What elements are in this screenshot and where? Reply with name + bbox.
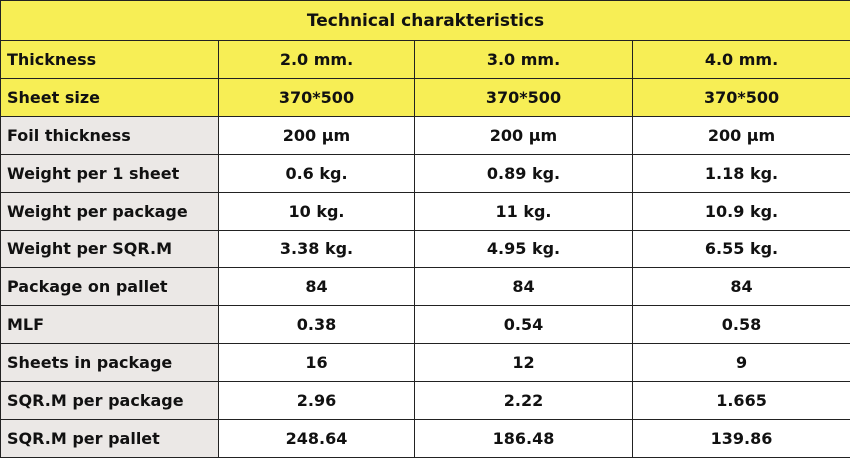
cell: 248.64	[218, 419, 415, 458]
row-label: Package on pallet	[0, 267, 219, 307]
cell: 0.6 kg.	[218, 153, 415, 193]
cell: 1.18 kg.	[631, 153, 850, 193]
title-row: Technical charakteristics	[0, 0, 850, 41]
table-row: Weight per package 10 kg. 11 kg. 10.9 kg.	[0, 191, 850, 231]
row-label: Foil thickness	[0, 115, 219, 155]
row-label: Weight per 1 sheet	[0, 153, 219, 193]
cell: 84	[631, 267, 850, 307]
cell: 4.95 kg.	[414, 229, 633, 269]
cell: 12	[414, 343, 633, 383]
cell: 2.0 mm.	[218, 40, 415, 79]
table-row: Thickness 2.0 mm. 3.0 mm. 4.0 mm.	[0, 40, 850, 79]
cell: 10.9 kg.	[631, 191, 850, 231]
cell: 4.0 mm.	[631, 40, 850, 79]
row-label: Weight per package	[0, 191, 219, 231]
row-label: SQR.M per package	[0, 381, 219, 421]
cell: 0.38	[218, 305, 415, 345]
table-row: Sheets in package 16 12 9	[0, 343, 850, 383]
cell: 84	[414, 267, 633, 307]
row-label: SQR.M per pallet	[0, 419, 219, 458]
row-label: Sheets in package	[0, 343, 219, 383]
cell: 2.96	[218, 381, 415, 421]
table-row: Weight per 1 sheet 0.6 kg. 0.89 kg. 1.18 kg…	[0, 153, 850, 193]
cell: 370*500	[631, 77, 850, 117]
row-label: Thickness	[0, 40, 219, 79]
cell: 186.48	[414, 419, 633, 458]
cell: 3.0 mm.	[414, 40, 633, 79]
table-row: SQR.M per package 2.96 2.22 1.665	[0, 381, 850, 421]
cell: 9	[631, 343, 850, 383]
cell: 16	[218, 343, 415, 383]
cell: 1.665	[631, 381, 850, 421]
table-body: Thickness 2.0 mm. 3.0 mm. 4.0 mm. Sheet size…	[0, 40, 850, 458]
row-label: Weight per SQR.M	[0, 229, 219, 269]
table-row: SQR.M per pallet 248.64 186.48 139.86	[0, 419, 850, 458]
row-label: MLF	[0, 305, 219, 345]
cell: 3.38 kg.	[218, 229, 415, 269]
table-row: MLF 0.38 0.54 0.58	[0, 305, 850, 345]
cell: 370*500	[414, 77, 633, 117]
cell: 200 µm	[631, 115, 850, 155]
cell: 2.22	[414, 381, 633, 421]
cell: 0.58	[631, 305, 850, 345]
cell: 11 kg.	[414, 191, 633, 231]
table-row: Sheet size 370*500 370*500 370*500	[0, 77, 850, 117]
cell: 6.55 kg.	[631, 229, 850, 269]
cell: 84	[218, 267, 415, 307]
cell: 0.54	[414, 305, 633, 345]
cell: 370*500	[218, 77, 415, 117]
cell: 10 kg.	[218, 191, 415, 231]
table-row: Weight per SQR.M 3.38 kg. 4.95 kg. 6.55 kg.	[0, 229, 850, 269]
table-row: Package on pallet 84 84 84	[0, 267, 850, 307]
table-title: Technical charakteristics	[0, 0, 850, 41]
cell: 139.86	[631, 419, 850, 458]
cell: 200 µm	[218, 115, 415, 155]
cell: 0.89 kg.	[414, 153, 633, 193]
cell: 200 µm	[414, 115, 633, 155]
table-row: Foil thickness 200 µm 200 µm 200 µm	[0, 115, 850, 155]
row-label: Sheet size	[0, 77, 219, 117]
